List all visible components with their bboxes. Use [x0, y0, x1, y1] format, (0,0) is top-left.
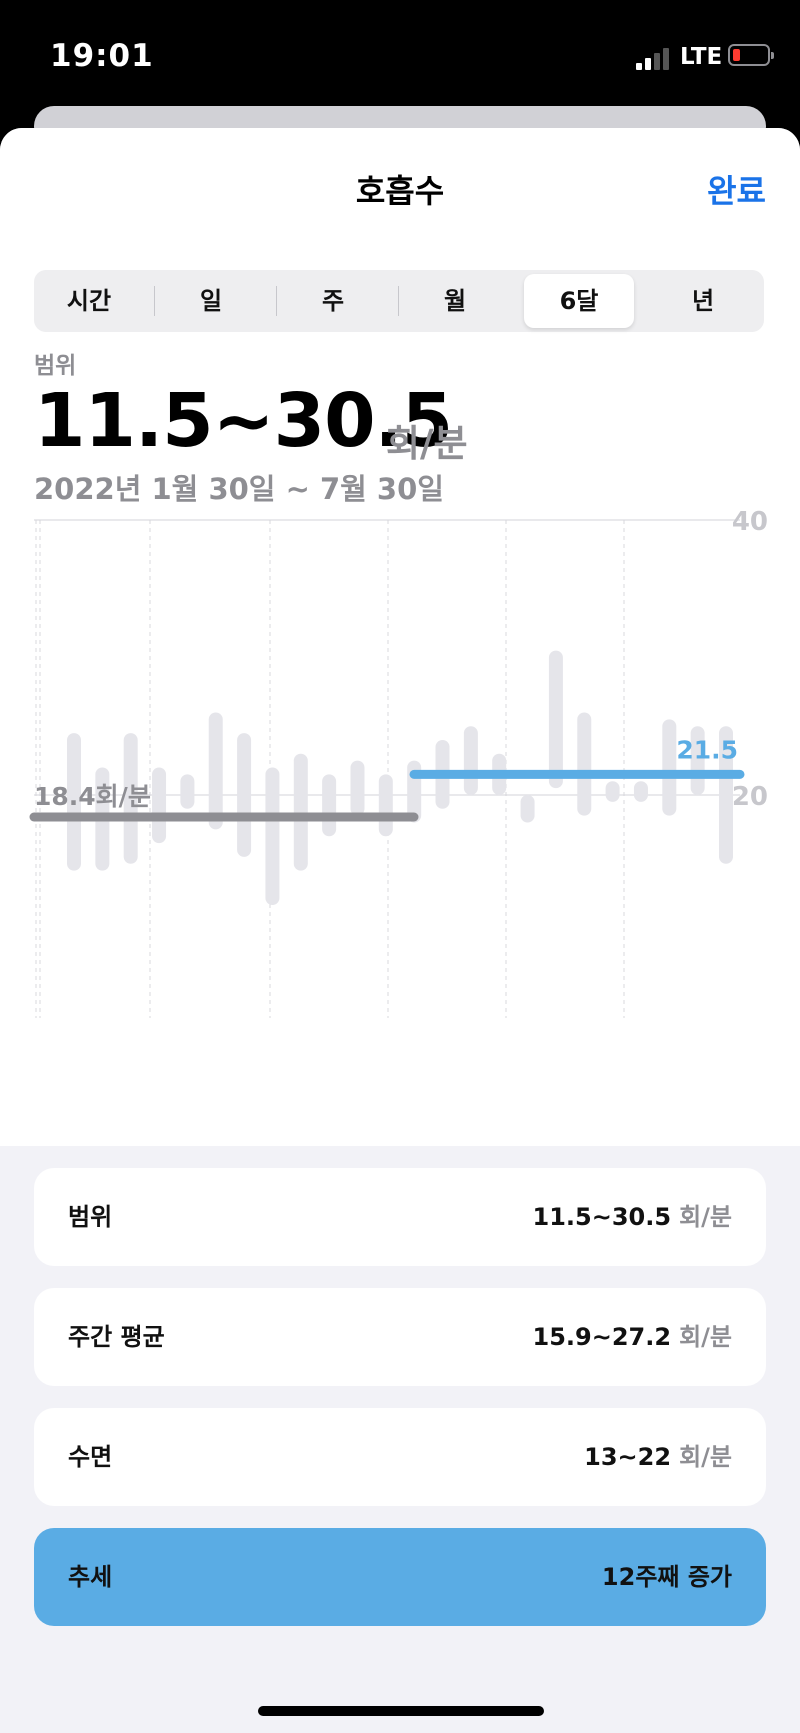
segment-year[interactable]: 년	[691, 287, 715, 315]
range-bar	[463, 726, 478, 795]
y-tick-label: 20	[732, 782, 768, 812]
range-bar	[237, 733, 252, 857]
segment-day[interactable]: 일	[199, 287, 223, 315]
range-row-label: 범위	[68, 1203, 113, 1231]
range-bar	[293, 753, 308, 871]
cellular-signal-icon	[636, 46, 672, 70]
summary-date-range: 2022년 1월 30일 ~ 7월 30일	[34, 472, 444, 506]
range-bar	[378, 774, 393, 837]
respiratory-rate-chart[interactable]: 020402월3월4월5월6월7월18.4회/분21.5	[0, 498, 800, 1018]
time-range-segmented-control: 시간 일 주 월 6달 년	[34, 270, 764, 332]
sleep-row-unit: 회/분	[679, 1443, 732, 1471]
range-bar	[322, 774, 337, 837]
weekly-average-value: 15.9~27.2	[532, 1323, 672, 1351]
trend-label: 추세	[68, 1563, 113, 1591]
weekly-average-label: 주간 평균	[68, 1323, 165, 1351]
sleep-row-value-group: 13~22 회/분	[584, 1408, 732, 1506]
segment-week[interactable]: 주	[321, 287, 345, 315]
home-indicator	[258, 1706, 544, 1716]
range-row-value: 11.5~30.5	[532, 1203, 672, 1231]
status-time: 19:01	[50, 38, 154, 74]
summary-label: 범위	[34, 353, 77, 379]
segment-hour[interactable]: 시간	[66, 287, 112, 315]
status-bar: 19:01 LTE	[0, 0, 800, 110]
average-label-blue: 21.5	[676, 735, 738, 764]
weekly-average-row[interactable]: 주간 평균 15.9~27.2 회/분	[34, 1288, 766, 1386]
page-title: 호흡수	[355, 172, 445, 210]
y-tick-label: 40	[732, 507, 768, 537]
range-bar	[719, 726, 733, 864]
battery-icon	[728, 44, 774, 66]
range-bar	[208, 712, 223, 830]
trend-row[interactable]: 추세 12주째 증가	[34, 1528, 766, 1626]
range-bar	[350, 760, 365, 816]
range-bar	[152, 767, 167, 844]
respiratory-rate-sheet: 호흡수 완료 시간 일 주 월 6달 년 범위 11.5~30.5 회/분 20…	[0, 128, 800, 1733]
average-label-gray: 18.4회/분	[34, 782, 151, 811]
range-row-unit: 회/분	[679, 1203, 732, 1231]
range-bar	[633, 781, 648, 802]
summary-value: 11.5~30.5	[34, 378, 453, 464]
range-bar	[67, 733, 81, 871]
range-bar	[577, 712, 592, 816]
range-row-value-group: 11.5~30.5 회/분	[533, 1168, 732, 1266]
range-bar	[548, 650, 563, 789]
weekly-average-value-group: 15.9~27.2 회/분	[533, 1288, 732, 1386]
sleep-row-value: 13~22	[584, 1443, 672, 1471]
sleep-row-label: 수면	[68, 1443, 113, 1471]
weekly-average-unit: 회/분	[679, 1323, 732, 1351]
sleep-row[interactable]: 수면 13~22 회/분	[34, 1408, 766, 1506]
segment-month[interactable]: 월	[443, 287, 467, 315]
segment-6-months[interactable]: 6달	[524, 274, 634, 328]
range-bar	[662, 719, 677, 816]
range-bar	[520, 795, 535, 823]
range-bar	[265, 767, 280, 905]
range-bar	[605, 781, 620, 802]
range-row[interactable]: 범위 11.5~30.5 회/분	[34, 1168, 766, 1266]
range-bar	[180, 774, 195, 809]
carrier-label: LTE	[680, 44, 723, 70]
summary-unit: 회/분	[386, 422, 468, 465]
trend-value: 12주째 증가	[601, 1563, 732, 1591]
range-bar	[123, 733, 138, 864]
done-button[interactable]: 완료	[707, 172, 766, 210]
